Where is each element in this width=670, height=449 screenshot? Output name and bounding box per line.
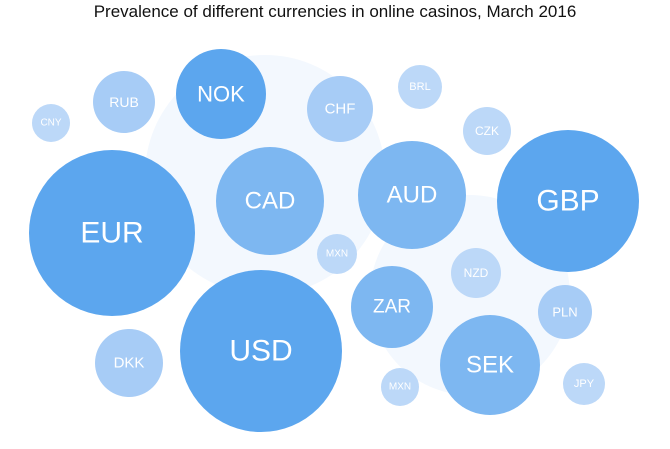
- bubble-label-mxn-18: MXN: [326, 249, 348, 260]
- bubble-eur-1: EUR: [29, 150, 195, 316]
- bubble-usd-2: USD: [180, 270, 342, 432]
- bubble-label-pln-12: PLN: [552, 305, 577, 320]
- bubble-aud-4: AUD: [358, 141, 466, 249]
- bubble-jpy-16: JPY: [563, 363, 605, 405]
- bubble-circle-zar-8: [351, 266, 433, 348]
- bubble-nok-6: NOK: [176, 49, 266, 139]
- bubble-circle-brl-15: [398, 65, 442, 109]
- bubble-label-brl-15: BRL: [409, 81, 430, 93]
- bubble-sek-7: SEK: [440, 315, 540, 415]
- bubble-label-aud-4: AUD: [387, 182, 438, 209]
- bubble-zar-8: ZAR: [351, 266, 433, 348]
- bubble-label-zar-8: ZAR: [373, 297, 411, 318]
- bubble-label-cad-5: CAD: [245, 188, 296, 215]
- bubble-circle-gbp-3: [497, 130, 639, 272]
- bubble-circle-mxn-18: [317, 234, 357, 274]
- bubble-label-gbp-3: GBP: [536, 185, 599, 218]
- bubble-label-chf-9: CHF: [325, 101, 356, 118]
- bubble-circle-jpy-16: [563, 363, 605, 405]
- bubble-label-nzd-13: NZD: [464, 266, 489, 280]
- bubble-chf-9: CHF: [307, 76, 373, 142]
- bubble-cad-5: CAD: [216, 147, 324, 255]
- bubble-gbp-3: GBP: [497, 130, 639, 272]
- bubble-circle-dkk-11: [95, 329, 163, 397]
- bubble-circle-sek-7: [440, 315, 540, 415]
- bubble-circle-nok-6: [176, 49, 266, 139]
- bubble-circle-aud-4: [358, 141, 466, 249]
- bubble-dkk-11: DKK: [95, 329, 163, 397]
- bubble-circle-eur-1: [29, 150, 195, 316]
- bubble-circle-rub-10: [93, 71, 155, 133]
- chart-title: Prevalence of different currencies in on…: [93, 2, 577, 21]
- bubble-circle-nzd-13: [451, 248, 501, 298]
- bubble-pln-12: PLN: [538, 285, 592, 339]
- bubble-rub-10: RUB: [93, 71, 155, 133]
- bubble-czk-14: CZK: [463, 107, 511, 155]
- bubble-mxn-19: MXN: [381, 368, 419, 406]
- bubble-label-sek-7: SEK: [466, 352, 514, 379]
- bubble-label-rub-10: RUB: [109, 94, 139, 110]
- bubble-label-nok-6: NOK: [197, 82, 245, 107]
- bubble-brl-15: BRL: [398, 65, 442, 109]
- bubble-label-jpy-16: JPY: [574, 378, 595, 390]
- bubble-cny-17: CNY: [32, 104, 70, 142]
- bubble-circle-cad-5: [216, 147, 324, 255]
- bubble-label-eur-1: EUR: [80, 217, 143, 250]
- bubble-label-cny-17: CNY: [40, 118, 61, 129]
- bubble-circle-chf-9: [307, 76, 373, 142]
- bubble-mxn-18: MXN: [317, 234, 357, 274]
- bubble-label-mxn-19: MXN: [389, 382, 411, 393]
- bubble-label-dkk-11: DKK: [114, 355, 145, 372]
- bubble-circle-cny-17: [32, 104, 70, 142]
- bubble-nzd-13: NZD: [451, 248, 501, 298]
- bubble-label-czk-14: CZK: [475, 124, 499, 138]
- bubble-circle-mxn-19: [381, 368, 419, 406]
- bubble-label-usd-2: USD: [229, 335, 292, 368]
- bubble-circle-pln-12: [538, 285, 592, 339]
- bubble-circle-czk-14: [463, 107, 511, 155]
- bubble-circle-usd-2: [180, 270, 342, 432]
